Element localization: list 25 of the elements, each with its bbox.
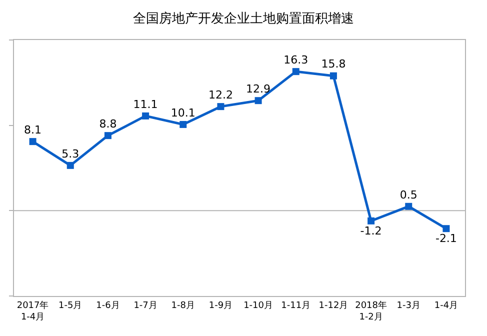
- x-tick-label: 1-8月: [171, 300, 195, 311]
- x-tick-label: 1-5月: [58, 300, 82, 311]
- data-label: 5.3: [62, 147, 80, 160]
- data-label: 11.1: [133, 98, 158, 111]
- x-tick-label: 1-7月: [134, 300, 158, 311]
- x-tick-label: 1-6月: [96, 300, 120, 311]
- data-label: 8.1: [24, 123, 42, 136]
- x-tick-label: 1-9月: [208, 300, 233, 311]
- data-label: -2.1: [435, 232, 457, 246]
- x-tick-label: 2017年 1-4月: [16, 300, 49, 322]
- data-label: 15.8: [321, 58, 346, 71]
- x-tick-label: 1-11月: [281, 300, 311, 311]
- data-label: 12.2: [208, 88, 233, 102]
- data-label: 12.9: [246, 82, 271, 96]
- x-tick-label: 1-12月: [318, 300, 348, 311]
- data-label: 8.8: [99, 117, 117, 130]
- x-tick-label: 1-10月: [244, 300, 274, 311]
- chart-title: 全国房地产开发企业土地购置面积增速: [133, 10, 354, 27]
- data-label: 0.5: [400, 188, 418, 202]
- data-label: 16.3: [284, 53, 308, 66]
- x-tick-label: 2018年 1-2月: [355, 300, 387, 322]
- data-label: -1.2: [360, 224, 382, 238]
- data-label: 10.1: [170, 106, 196, 120]
- x-tick-label: 1-4月: [434, 300, 458, 311]
- x-tick-label: 1-3月: [396, 300, 420, 311]
